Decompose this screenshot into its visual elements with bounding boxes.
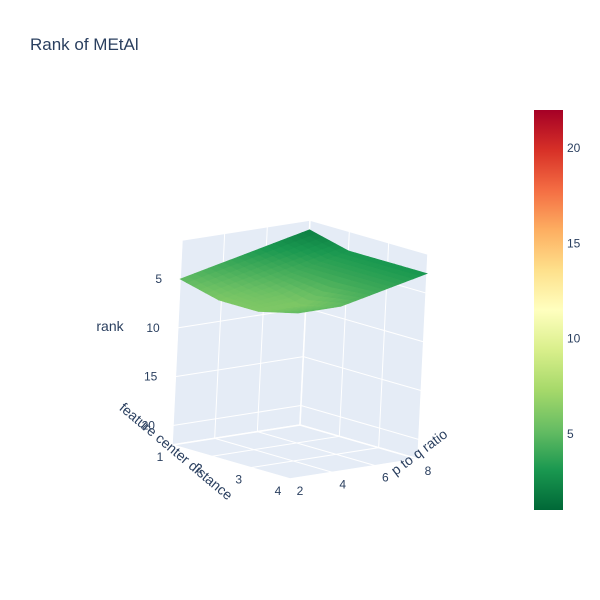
feature-distance-tick-label: 3: [235, 473, 242, 487]
rank-tick-label: 10: [146, 321, 160, 335]
colorbar-tick-label: 10: [567, 332, 581, 346]
colorbar: 5 10 15 20: [534, 110, 581, 510]
rank-axis-title: rank: [96, 318, 124, 334]
feature-distance-tick-label: 2: [196, 461, 203, 475]
rank-tick-label: 15: [144, 370, 158, 384]
colorbar-tick-label: 5: [567, 427, 574, 441]
feature-distance-tick-label: 4: [275, 484, 282, 498]
pq-ratio-tick-label: 6: [382, 471, 389, 485]
pq-ratio-tick-label: 2: [297, 484, 304, 498]
pq-ratio-tick-label: 4: [339, 477, 346, 491]
colorbar-gradient: [534, 110, 563, 510]
rank-tick-label: 20: [142, 418, 156, 432]
rank-tick-label: 5: [155, 272, 162, 286]
chart-title: Rank of MEtAl: [30, 35, 139, 54]
colorbar-tick-label: 15: [567, 236, 581, 250]
pq-ratio-tick-label: 8: [425, 464, 432, 478]
colorbar-tick-label: 20: [567, 141, 581, 155]
feature-distance-tick-label: 1: [157, 450, 164, 464]
surface: [179, 229, 428, 314]
